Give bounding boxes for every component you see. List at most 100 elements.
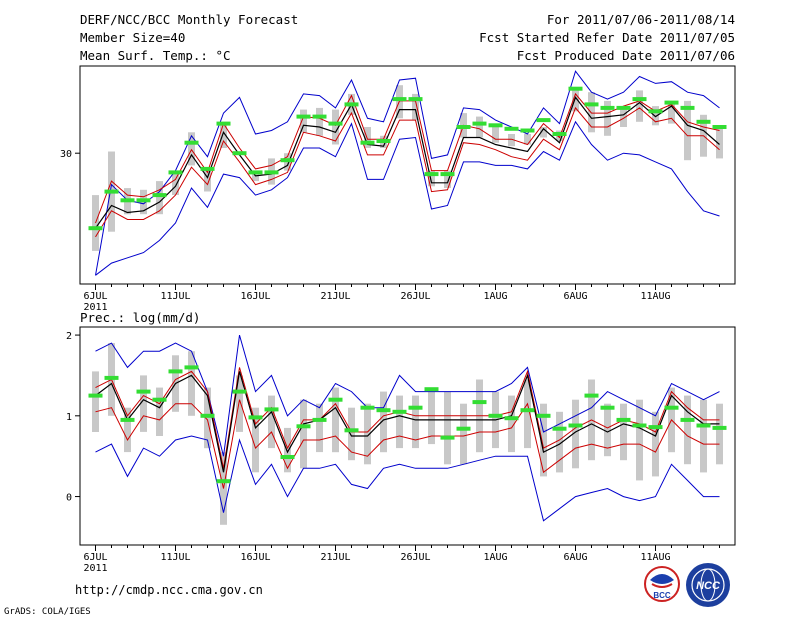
median-mark <box>456 426 471 431</box>
median-mark <box>424 387 439 392</box>
median-mark <box>216 479 231 484</box>
spread-box <box>412 395 419 449</box>
median-mark <box>568 86 583 91</box>
median-mark <box>88 393 103 398</box>
y-tick-label: 30 <box>60 149 72 160</box>
median-mark <box>664 100 679 105</box>
spread-box <box>300 399 307 469</box>
median-mark <box>200 413 215 418</box>
spread-lower-line <box>95 399 720 489</box>
x-tick-label: 11JUL <box>160 552 190 563</box>
x-tick-year: 2011 <box>83 563 107 574</box>
median-mark <box>280 158 295 163</box>
spread-box <box>316 107 323 136</box>
median-mark <box>408 97 423 102</box>
spread-box <box>716 403 723 465</box>
y-tick-label: 1 <box>66 412 72 423</box>
spread-box <box>572 399 579 469</box>
y-tick-label: 0 <box>66 493 72 504</box>
median-mark <box>376 139 391 143</box>
x-tick-label: 6AUG <box>563 552 587 563</box>
spread-box <box>156 181 163 215</box>
spread-box <box>220 125 227 148</box>
max-line <box>95 334 720 457</box>
median-mark <box>536 413 551 418</box>
spread-box <box>652 106 659 126</box>
median-mark <box>328 121 343 126</box>
spread-box <box>668 100 675 124</box>
max-line <box>95 70 720 276</box>
median-mark <box>488 413 503 418</box>
spread-upper-line <box>95 92 720 224</box>
median-mark <box>88 226 103 231</box>
median-mark <box>504 416 519 421</box>
spread-box <box>556 411 563 473</box>
grads-credit: GrADS: COLA/IGES <box>4 607 91 617</box>
x-tick-label: 1AUG <box>483 552 507 563</box>
median-mark <box>296 114 311 119</box>
median-mark <box>392 409 407 414</box>
median-mark <box>248 170 263 175</box>
spread-box <box>476 116 483 138</box>
x-tick-label: 26JUL <box>400 291 430 302</box>
spread-box <box>156 387 163 436</box>
spread-box <box>636 399 643 481</box>
spread-box <box>364 127 371 148</box>
spread-box <box>492 127 499 143</box>
spread-box <box>620 403 627 461</box>
median-mark <box>200 166 215 171</box>
median-mark <box>184 365 199 370</box>
x-tick-year: 2011 <box>83 302 107 313</box>
spread-box <box>444 391 451 465</box>
spread-box <box>412 93 419 121</box>
spread-box <box>236 375 243 432</box>
spread-box <box>524 134 531 145</box>
median-mark <box>264 170 279 175</box>
median-mark <box>216 121 231 126</box>
spread-box <box>268 395 275 449</box>
spread-box <box>652 411 659 477</box>
median-mark <box>712 125 727 129</box>
spread-box <box>316 403 323 453</box>
temperature-plot-frame <box>79 65 736 285</box>
spread-box <box>524 379 531 449</box>
spread-box <box>124 407 131 453</box>
median-mark <box>264 407 279 412</box>
median-mark <box>440 172 455 177</box>
spread-box <box>188 351 195 416</box>
x-tick-label: 11AUG <box>640 291 670 302</box>
median-mark <box>648 425 663 430</box>
median-mark <box>536 118 551 123</box>
median-mark <box>120 417 135 422</box>
spread-box <box>300 109 307 133</box>
spread-box <box>252 407 259 473</box>
x-tick-label: 11JUL <box>160 291 190 302</box>
x-tick-label: 6JUL <box>83 552 107 563</box>
median-mark <box>616 105 631 110</box>
spread-box <box>364 403 371 465</box>
median-mark <box>520 128 535 133</box>
median-mark <box>344 102 359 107</box>
spread-box <box>396 395 403 449</box>
bcc-logo-swirl-icon <box>650 574 674 584</box>
median-mark <box>376 408 391 413</box>
source-url: http://cmdp.ncc.cma.gov.cn <box>75 583 263 597</box>
title-line1: DERF/NCC/BCC Monthly Forecast <box>80 12 298 27</box>
median-mark <box>248 415 263 420</box>
ensemble-mean-line <box>95 371 720 473</box>
precipitation-plot-frame <box>79 326 736 546</box>
median-mark <box>632 97 647 102</box>
title-line3: Mean Surf. Temp.: °C <box>80 48 231 63</box>
median-mark <box>168 369 183 374</box>
spread-box <box>604 100 611 136</box>
median-mark <box>104 375 119 380</box>
median-mark <box>232 151 247 156</box>
x-tick-label: 21JUL <box>320 552 350 563</box>
median-mark <box>680 417 695 422</box>
x-tick-label: 16JUL <box>240 291 270 302</box>
median-mark <box>632 423 647 428</box>
median-mark <box>488 123 503 128</box>
precipitation-medians <box>88 365 727 484</box>
